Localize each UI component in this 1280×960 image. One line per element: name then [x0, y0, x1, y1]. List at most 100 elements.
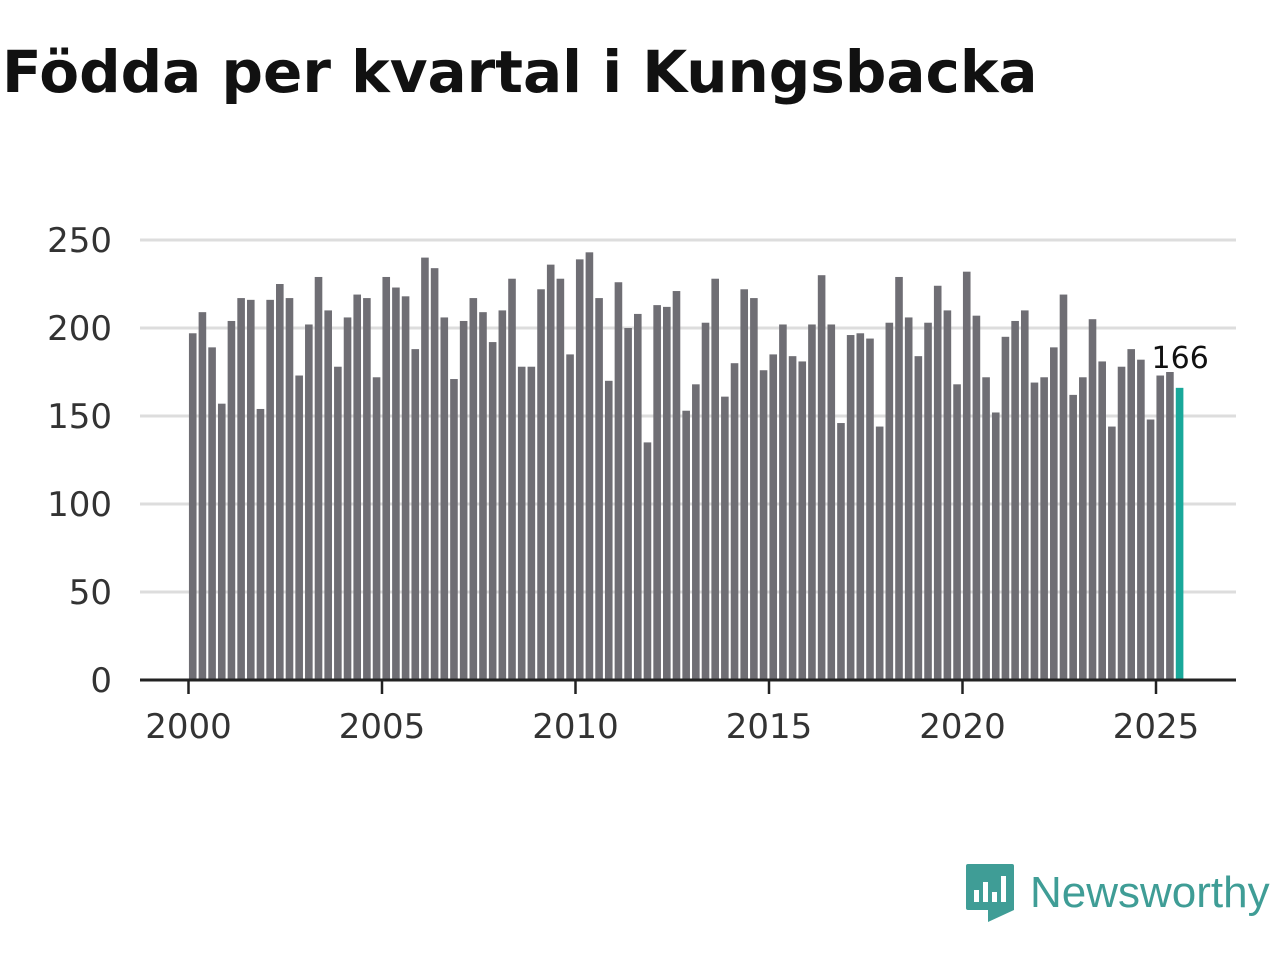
bar	[527, 366, 536, 680]
x-tick-label: 2000	[145, 707, 232, 747]
bar	[508, 278, 516, 680]
bar	[1069, 394, 1077, 680]
bar	[392, 287, 400, 680]
bar	[285, 298, 294, 680]
y-tick-label: 100	[47, 485, 112, 525]
bar	[295, 375, 303, 680]
bar	[430, 268, 439, 680]
x-tick-label: 2025	[1113, 707, 1200, 747]
bar	[663, 306, 671, 680]
bar	[837, 423, 845, 680]
bar	[556, 278, 565, 680]
bar	[953, 384, 961, 680]
bar	[1146, 419, 1155, 680]
bar	[314, 276, 323, 680]
bar	[334, 366, 342, 680]
bar	[730, 363, 739, 680]
x-tick-label: 2010	[532, 707, 619, 747]
bar	[459, 320, 468, 680]
bar	[411, 349, 420, 680]
bar	[1088, 319, 1097, 680]
bar	[421, 257, 429, 680]
bar	[904, 317, 913, 680]
bar	[779, 324, 787, 680]
bar	[450, 379, 458, 680]
bar	[1166, 372, 1174, 680]
y-tick-label: 50	[69, 573, 112, 613]
chart-title: Födda per kvartal i Kungsbacka	[2, 38, 1038, 106]
bar	[1098, 361, 1106, 680]
bar	[914, 356, 923, 680]
bar	[885, 322, 894, 680]
bar	[401, 296, 410, 680]
bar	[982, 377, 990, 680]
bar	[750, 298, 758, 680]
newsworthy-logo-icon	[966, 864, 1014, 922]
y-axis-ticks: 0 50 100 150 200 250	[47, 221, 112, 701]
bar	[624, 328, 632, 680]
y-tick-label: 150	[47, 397, 112, 437]
bar	[372, 377, 381, 680]
bar	[633, 313, 642, 680]
bar	[991, 412, 1000, 680]
bar	[1030, 382, 1039, 680]
bar	[566, 354, 574, 680]
brand: Newsworthy	[964, 862, 1270, 924]
bar	[1127, 349, 1136, 680]
bar	[1001, 336, 1010, 680]
bar	[585, 252, 594, 680]
bar	[595, 298, 603, 680]
y-tick-label: 200	[47, 309, 112, 349]
bar	[614, 282, 623, 680]
bar	[575, 259, 584, 680]
bar-labels: 166	[1152, 341, 1209, 376]
bar	[846, 335, 855, 680]
y-tick-label: 0	[90, 661, 112, 701]
bar	[808, 324, 816, 680]
bar	[962, 271, 971, 680]
bar-highlighted	[1175, 387, 1184, 680]
bar	[363, 298, 371, 680]
bar	[1079, 377, 1087, 680]
bar	[1011, 320, 1019, 680]
bar	[924, 322, 932, 680]
bar	[382, 276, 391, 680]
bar	[672, 291, 681, 680]
bar	[740, 289, 749, 680]
x-tick-label: 2015	[726, 707, 813, 747]
bar	[1108, 426, 1116, 680]
bar	[266, 299, 274, 680]
bar	[856, 333, 865, 680]
x-tick-label: 2020	[919, 707, 1006, 747]
bar	[1020, 310, 1029, 680]
x-axis: 2000 2005 2010 2015 2020 2025	[140, 678, 1236, 747]
bar	[1156, 375, 1165, 680]
bar	[721, 396, 729, 680]
bar	[256, 408, 265, 680]
bar	[866, 338, 874, 680]
y-tick-label: 250	[47, 221, 112, 261]
bar	[198, 312, 207, 680]
bar	[682, 410, 690, 680]
bar	[604, 380, 613, 680]
bar	[440, 317, 449, 680]
bar	[769, 354, 778, 680]
bar	[759, 370, 768, 680]
bar	[972, 315, 981, 680]
bar	[217, 403, 226, 680]
bar	[227, 320, 236, 680]
bar	[469, 298, 478, 680]
bar	[798, 361, 807, 680]
bar	[208, 347, 216, 680]
bar	[237, 298, 245, 680]
bar	[827, 324, 836, 680]
last-value-label: 166	[1152, 341, 1209, 376]
bar	[479, 312, 487, 680]
bar	[701, 322, 710, 680]
bar	[933, 285, 942, 680]
bar	[692, 384, 700, 680]
bar	[817, 275, 826, 680]
bar	[643, 442, 652, 680]
bar	[343, 317, 352, 680]
